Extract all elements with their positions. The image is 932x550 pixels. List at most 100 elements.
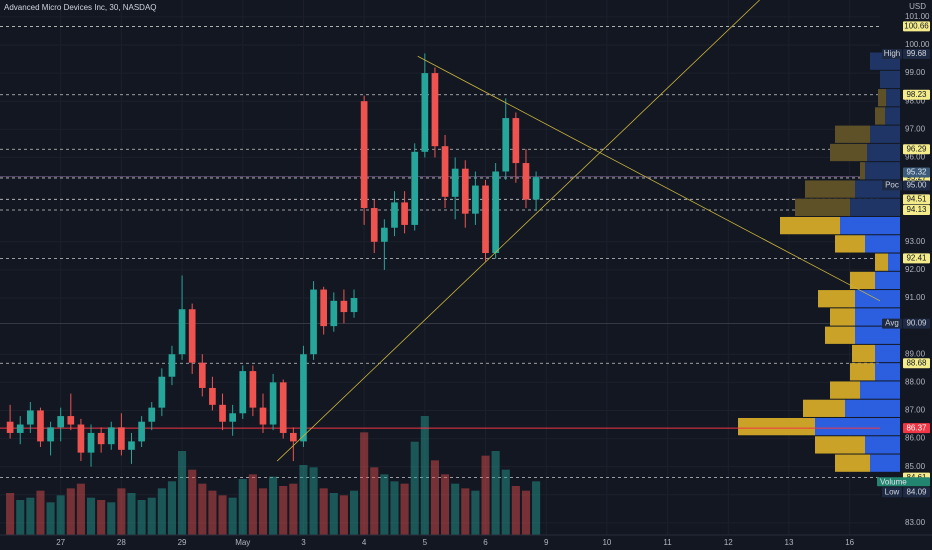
candle-body (492, 171, 499, 254)
volume-bar (461, 488, 470, 535)
candle-body (219, 404, 226, 422)
profile-down (803, 399, 845, 417)
volume-bar (532, 481, 541, 535)
level-label-bg (903, 253, 930, 264)
candle-body (128, 441, 135, 450)
profile-down (878, 89, 886, 107)
candle-body (188, 309, 196, 363)
volume-bar (238, 479, 247, 535)
y-tick-label: 93.00 (905, 237, 926, 246)
profile-up (870, 454, 900, 472)
volume-bar (279, 486, 288, 535)
candle-body (198, 362, 206, 388)
current-label: 95.32 (906, 168, 927, 177)
y-tick-label: 96.00 (905, 153, 926, 162)
profile-up (865, 162, 900, 180)
stat-value-bg (903, 318, 930, 329)
profile-down (875, 107, 885, 125)
stat-value-bg (903, 48, 930, 59)
volume-label: Volume (880, 477, 907, 486)
volume-bar (188, 469, 197, 535)
time-axis (0, 535, 932, 550)
level-label: 96.29 (906, 144, 927, 153)
level-label: 98.23 (906, 90, 927, 99)
badges: 83.0084.0085.0086.0087.0088.0089.0091.00… (877, 12, 930, 527)
volume-bar (137, 500, 146, 535)
candle-body (138, 421, 145, 442)
profile-up (840, 216, 900, 235)
stat-value-bg (903, 487, 930, 498)
x-tick-label: 29 (178, 538, 187, 547)
profile-down (818, 290, 855, 308)
candle-body (482, 185, 489, 254)
level-label: 95.27 (906, 173, 927, 182)
volume-bar (46, 502, 55, 535)
marker-label-bg (903, 423, 930, 434)
candle-body (360, 101, 368, 209)
level-label: 100.66 (904, 22, 929, 31)
candle-body (118, 427, 125, 450)
profile-up (875, 344, 900, 363)
volume-bar (16, 500, 25, 535)
profile-down (835, 125, 870, 143)
candle-body (502, 118, 510, 172)
level-label-bg (903, 194, 930, 205)
volume-bar (349, 490, 359, 535)
candle-body (97, 432, 105, 445)
profile-down (835, 454, 870, 472)
y-tick-label: 89.00 (905, 349, 926, 358)
volume-bar (107, 502, 116, 535)
profile-down (738, 417, 815, 436)
level-label: 94.13 (906, 205, 927, 214)
candle-body (310, 289, 317, 355)
x-tick-label: 12 (724, 538, 733, 547)
x-tick-label: 10 (602, 538, 611, 547)
volume-bar (451, 483, 460, 535)
profile-up (886, 89, 900, 107)
candle-body (330, 300, 338, 327)
plot (0, 0, 900, 535)
profile-down (835, 235, 865, 253)
level-label: 84.61 (906, 473, 927, 482)
volume-bar (289, 483, 298, 535)
volume-bar (430, 460, 439, 535)
candle-body (512, 118, 520, 164)
stat-value: 84.09 (906, 487, 927, 496)
profile-down (852, 344, 875, 363)
level-label-bg (903, 89, 930, 100)
profile-down (795, 198, 850, 216)
y-tick-label: 98.00 (905, 96, 926, 105)
volume-bar (501, 469, 510, 535)
stat-name-bg (882, 180, 902, 191)
profile-down (830, 381, 860, 399)
profile-down (830, 143, 867, 162)
candle-body (178, 309, 186, 355)
profile-up (867, 143, 900, 162)
volume-bar (299, 465, 308, 535)
y-tick-label: 101.00 (905, 12, 930, 21)
candle-body (47, 427, 54, 442)
candle-body (148, 407, 156, 422)
stat-name-bg (882, 48, 902, 59)
candle-body (401, 202, 408, 225)
level-label-bg (903, 205, 930, 216)
volume-bar (410, 441, 419, 535)
volume-bar (76, 483, 85, 535)
volume-bar (157, 488, 166, 535)
volume-bar (86, 497, 96, 535)
chart-title: Advanced Micro Devices Inc, 30, NASDAQ (4, 3, 157, 12)
volume-bar (441, 474, 450, 535)
stat-name-bg (882, 487, 902, 498)
profile-up (815, 417, 900, 436)
volume-bar (400, 483, 409, 535)
stat-name: Avg (885, 319, 899, 328)
candle-body (259, 407, 267, 425)
candle-body (421, 73, 429, 152)
stat-name: Poc (885, 181, 899, 190)
volume-bar (208, 490, 217, 535)
y-tick-label: 91.00 (905, 293, 926, 302)
level-label-bg (903, 358, 930, 369)
candle-body (411, 151, 419, 225)
volume-bar (319, 488, 328, 535)
volume-bar (178, 451, 187, 535)
